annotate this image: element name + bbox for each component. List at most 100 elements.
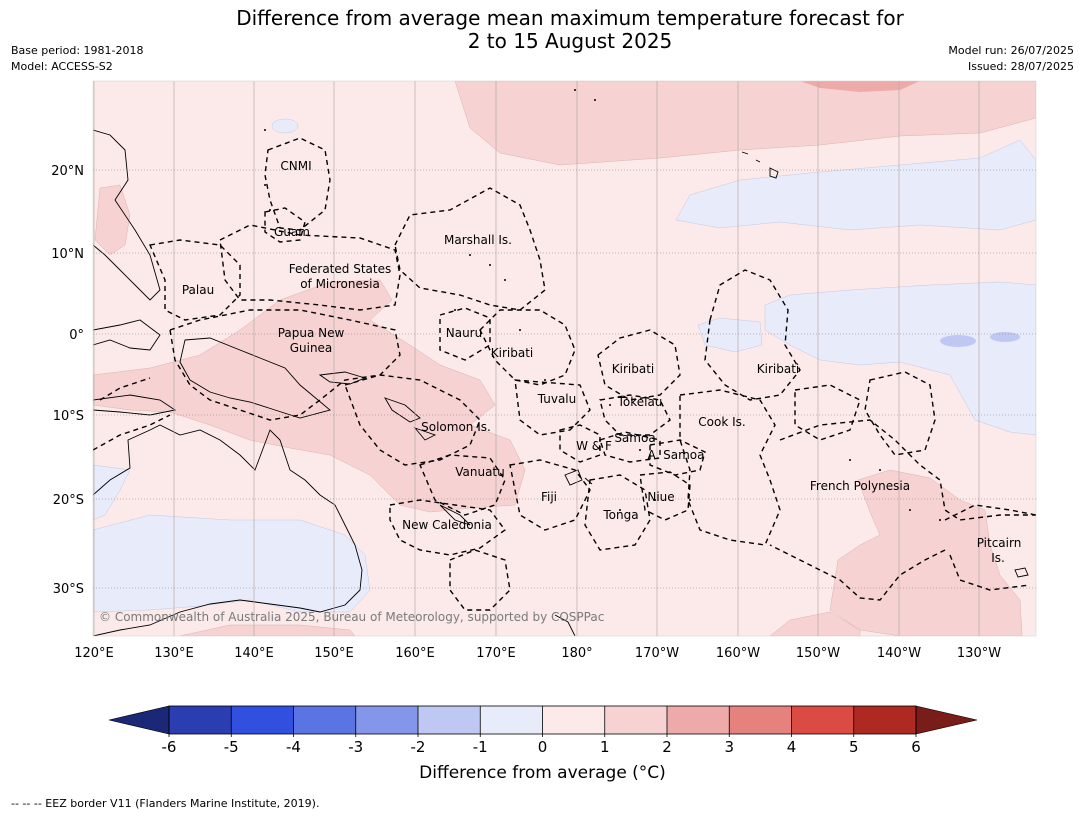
eez-png: [169, 309, 401, 421]
lat-tick-label: 20°S: [53, 493, 84, 508]
colorbar-tick-label: 6: [911, 738, 921, 756]
warm-anomaly-melanesia: [93, 279, 526, 513]
new-caledonia-coast: [439, 504, 471, 526]
cool-anomaly-spot-1: [940, 335, 976, 347]
title-line-2: 2 to 15 August 2025: [467, 29, 673, 53]
region-label: Is.: [991, 551, 1005, 565]
cool-anomaly-west: [93, 464, 131, 521]
colorbar-swatch: [355, 706, 419, 734]
colorbar-tick-label: 0: [538, 738, 548, 756]
region-label: Kiribati: [491, 346, 533, 360]
region-label: Solomon Is.: [421, 420, 491, 434]
colorbar-swatch: [293, 706, 357, 734]
colorbar-swatch: [729, 706, 792, 734]
region-label: Kiribati: [612, 362, 654, 376]
region-label: Vanuatu: [455, 465, 505, 479]
lon-tick-label: 180°: [561, 646, 592, 661]
region-label: A. Samoa: [648, 448, 705, 462]
new-guinea-coast: [179, 337, 331, 419]
colorbar-under-arrow: [108, 705, 170, 735]
lon-tick-label: 120°E: [74, 646, 114, 661]
indonesia-coast: [93, 319, 177, 416]
graticule: [93, 81, 1036, 636]
meta-right: Model run: 26/07/2025 Issued: 28/07/2025: [948, 43, 1074, 75]
region-label: Cook Is.: [698, 415, 745, 429]
region-label: Tonga: [602, 508, 638, 522]
region-label: Tokelau: [617, 395, 663, 409]
colorbar-tick-label: -4: [286, 738, 301, 756]
eez-samoa: [599, 431, 661, 463]
lon-tick-label: 150°W: [796, 646, 840, 661]
warm-anomaly-north-small: [94, 184, 131, 256]
colorbar-tick-label: -3: [348, 738, 363, 756]
cool-anomaly-east-b: [697, 317, 763, 353]
eez-solomon: [344, 374, 481, 466]
region-label: Federated States: [289, 262, 391, 276]
new-zealand-coast: [554, 614, 576, 636]
cool-anomaly-ne: [675, 139, 1036, 231]
australia-coast: [93, 424, 363, 636]
region-label: Guinea: [290, 341, 333, 355]
eez-tokelau: [599, 394, 671, 436]
lat-tick-label: 10°S: [53, 409, 84, 424]
pitcairn-coast: [1014, 567, 1029, 578]
eez-fiji: [509, 459, 591, 531]
colorbar-swatch: [418, 706, 481, 734]
eez-kiribati-phoenix: [597, 329, 681, 401]
colorbar-swatch: [667, 706, 730, 734]
lon-tick-label: 130°W: [957, 646, 1001, 661]
colorbar-swatch: [542, 706, 606, 734]
model-name: Model: ACCESS-S2: [11, 60, 113, 73]
lon-tick-label: 140°E: [234, 646, 274, 661]
colorbar-tick-label: -2: [411, 738, 426, 756]
map-frame: [92, 80, 1037, 637]
region-label: Fiji: [541, 490, 557, 504]
region-label: CNMI: [280, 159, 311, 173]
eez-kiribati-gilbert: [479, 309, 576, 386]
colorbar-tick-label: -5: [224, 738, 239, 756]
colorbar-swatch: [169, 706, 232, 734]
eez-new-caledonia: [389, 499, 506, 556]
eez-kiribati-line: [704, 269, 801, 401]
eez-fsm: [219, 224, 401, 311]
lon-tick-label: 150°E: [314, 646, 354, 661]
region-label: French Polynesia: [810, 479, 910, 493]
eez-vanuatu: [419, 454, 506, 516]
philippines-coast: [93, 129, 161, 301]
lon-tick-label: 170°W: [635, 646, 679, 661]
small-islands: [264, 89, 941, 521]
region-label: Palau: [182, 283, 214, 297]
lat-tick-label: 0°: [69, 328, 84, 343]
lon-tick-label: 140°W: [877, 646, 921, 661]
region-label: Kiribati: [757, 362, 799, 376]
colorbar-title: Difference from average (°C): [419, 763, 666, 783]
region-label: Niue: [647, 490, 674, 504]
lat-tick-label: 30°S: [53, 582, 84, 597]
eez-french-polynesia-north: [794, 371, 936, 456]
region-label: Papua New: [278, 326, 345, 340]
lat-tick-label: 20°N: [51, 164, 84, 179]
cool-anomaly-small: [271, 118, 299, 134]
eez-borders: [93, 137, 1036, 611]
eez-niue: [639, 471, 691, 521]
region-label: Samoa: [614, 431, 655, 445]
eez-legend-note: -- -- -- EEZ border V11 (Flanders Marine…: [11, 797, 320, 810]
colorbar-tick-label: -6: [162, 738, 177, 756]
cool-anomaly-spot-2: [990, 332, 1020, 342]
colorbar: -6 -5 -4 -3 -2 -1 0 1 2 3 4 5 6: [108, 705, 978, 756]
warm-anomaly-south: [769, 611, 861, 636]
region-label: Tuvalu: [537, 392, 577, 406]
colorbar-swatch: [480, 706, 543, 734]
colorbar-swatch: [853, 706, 917, 734]
region-label: W & F: [576, 439, 612, 453]
warm-anomaly-north: [454, 81, 1036, 166]
region-label: Marshall Is.: [444, 233, 512, 247]
model-run: Model run: 26/07/2025: [948, 44, 1074, 57]
colorbar-tick-label: -1: [473, 738, 488, 756]
meta-left: Base period: 1981-2018 Model: ACCESS-S2: [11, 43, 143, 75]
colorbar-swatch: [231, 706, 294, 734]
eez-norfolk: [449, 549, 511, 611]
